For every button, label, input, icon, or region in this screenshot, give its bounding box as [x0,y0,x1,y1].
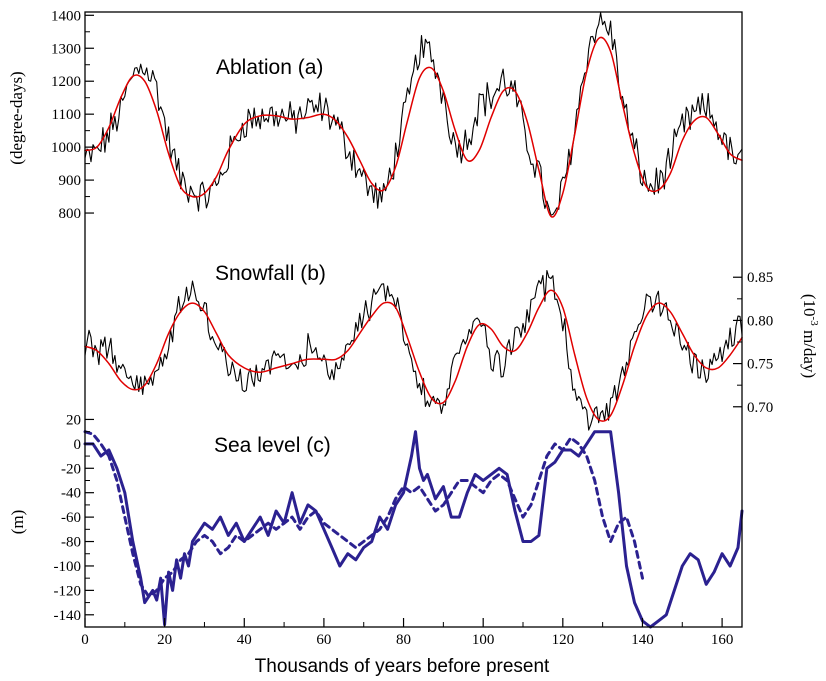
panel-b-ylabel-base: (10 [800,294,819,317]
panel-b-title: Snowfall (b) [215,262,326,285]
panel-c-y-tick-label: -40 [61,486,81,502]
panel-a-title: Ablation (a) [216,56,323,79]
panel-c-title: Sea level (c) [214,434,331,457]
panel-c-y-tick-label: -60 [61,510,81,526]
panel-c-ylabel: (m) [8,510,27,535]
x-tick-label: 160 [711,632,734,648]
panel-c-y-tick-label: 20 [66,412,81,428]
panel-b-y-tick-label: 0.80 [747,313,773,329]
x-tick-label: 120 [552,632,575,648]
plot-frame [84,11,743,628]
x-tick-label: 20 [157,632,172,648]
panel-a-plot [84,12,743,218]
panel-c-y-tick-label: -80 [61,535,81,551]
panel-c-y-tick-label: -100 [54,559,82,575]
x-tick-label: 140 [631,632,654,648]
panel-a-y-tick-label: 1200 [51,74,81,90]
panel-c-plot [83,430,744,629]
panel-b-series-noisy [84,269,743,431]
panel-b-ylabel-exp: -3 [808,317,820,327]
x-tick-label: 80 [396,632,411,648]
panel-c-y-tick-label: -140 [54,608,82,624]
panel-a-series-smooth [84,36,743,218]
panel-b-series-smooth [84,289,743,422]
panel-a-y-tick-label: 1400 [51,8,81,24]
panel-c-series-dashed [83,430,644,598]
x-tick-label: 100 [472,632,495,648]
panel-a-y-tick-label: 1300 [51,41,81,57]
panel-c-y-tick-label: 0 [74,437,82,453]
panel-b-y-tick-label: 0.70 [747,400,773,416]
panel-a-series-noisy [84,12,743,216]
panel-a-y-tick-label: 1100 [52,107,81,123]
panel-b-ylabel-rest: m/day) [800,326,819,378]
panel-a-y-tick-label: 900 [59,173,82,189]
panel-b-ylabel: (10-3 m/day) [800,294,820,378]
x-tick-label: 0 [81,632,89,648]
panel-c-y-tick-label: -120 [54,583,82,599]
panel-b-plot [84,269,743,431]
panel-a-y-tick-label: 800 [59,206,82,222]
x-axis-label: Thousands of years before present [255,656,550,677]
axes: 0 20 40 60 80 100 120 140 160 800 900 1000 1100 1200 1… [51,8,773,648]
panel-a-y-tick-label: 1000 [51,140,81,156]
x-tick-label: 60 [316,632,331,648]
panel-c-series-solid [83,430,744,629]
panel-b-y-tick-label: 0.85 [747,270,773,286]
panel-c-y-tick-label: -20 [61,461,81,477]
panel-b-y-tick-label: 0.75 [747,357,773,373]
x-tick-label: 40 [237,632,252,648]
panel-a-ylabel: (degree-days) [7,71,26,164]
